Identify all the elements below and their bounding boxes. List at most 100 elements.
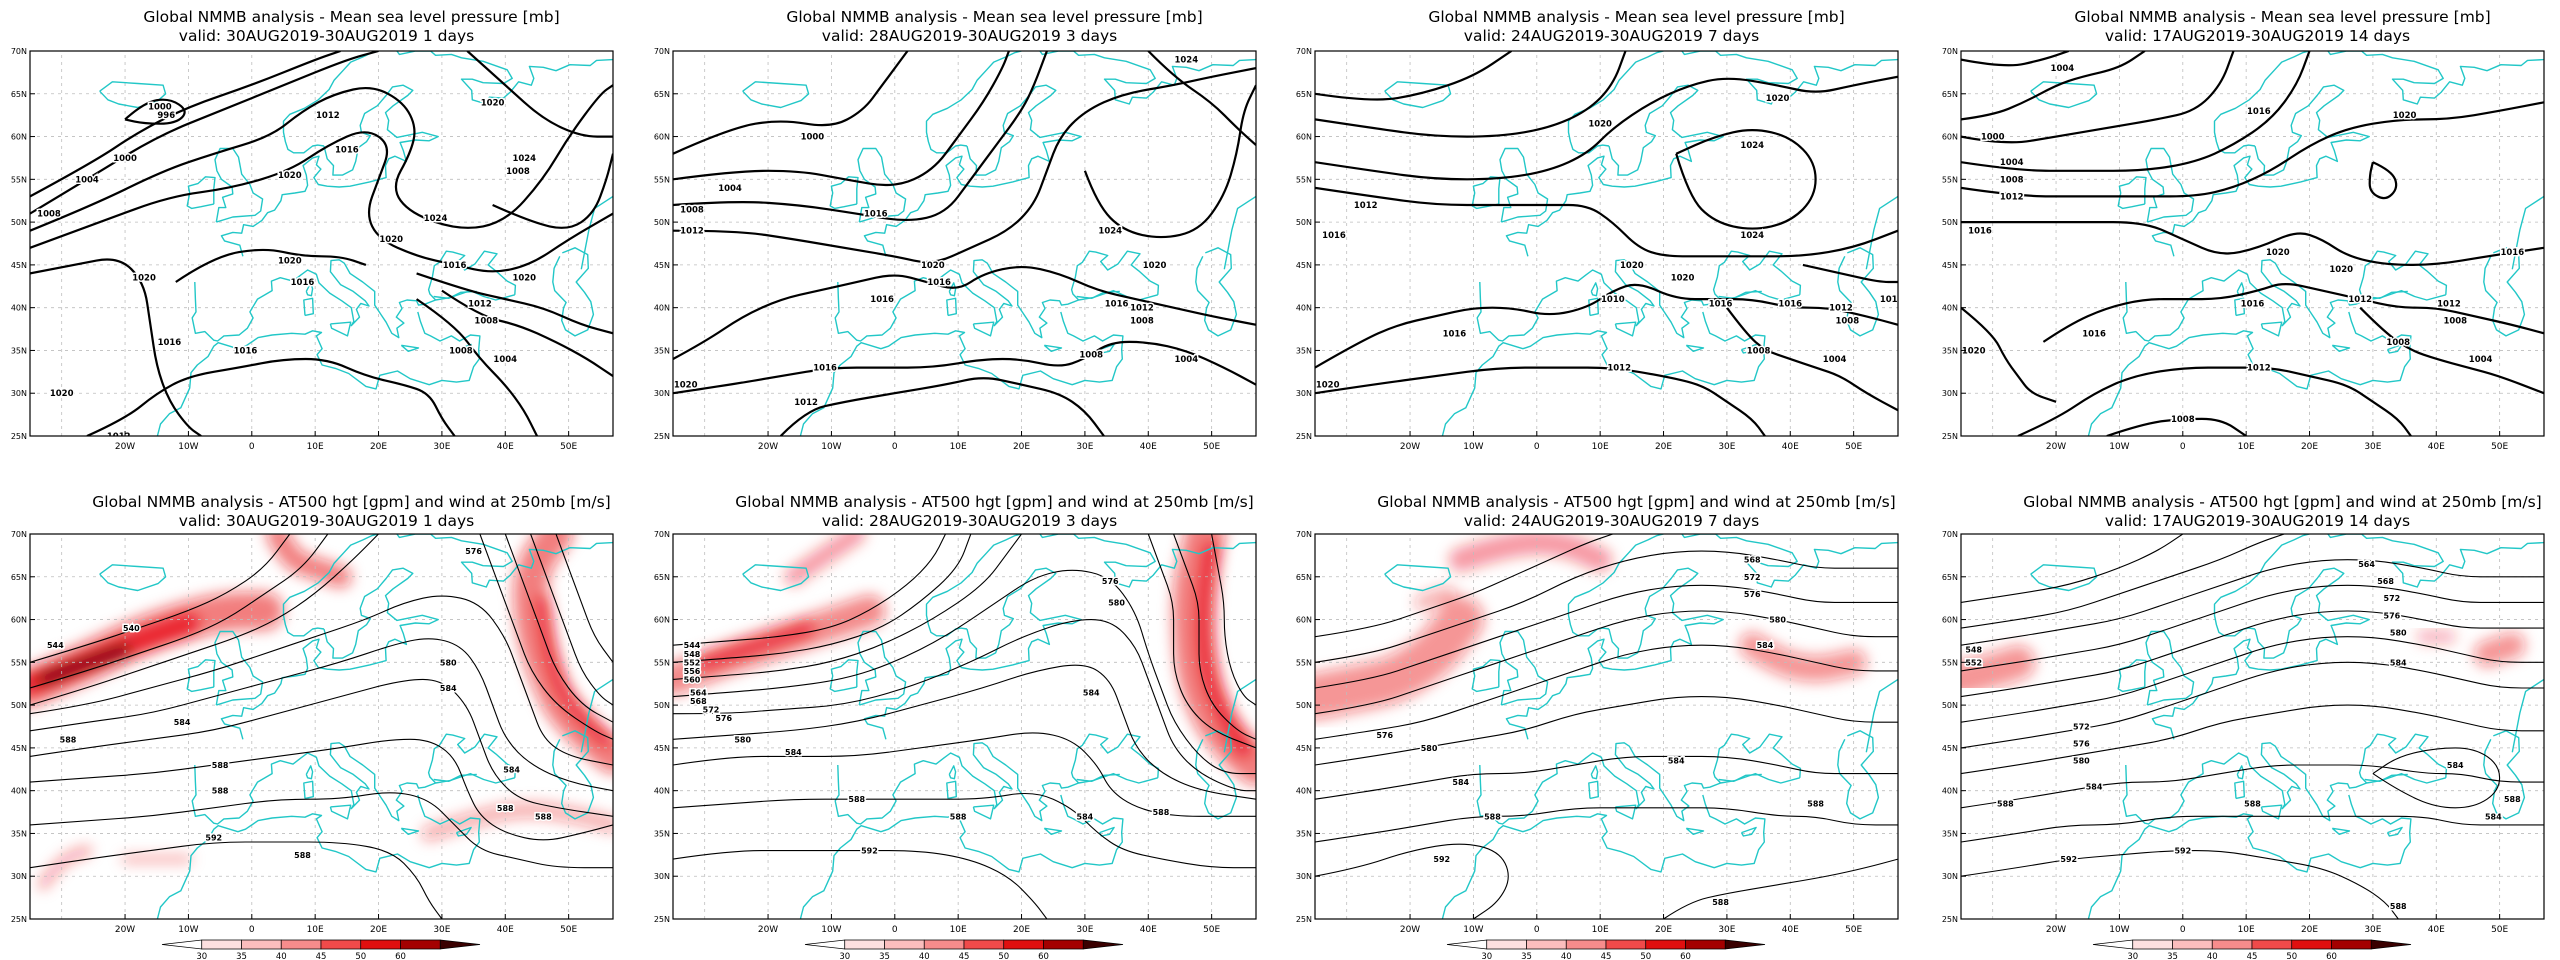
contour-label: 1016 [335,145,359,155]
contour-label: 584 [1083,688,1100,697]
lat-tick-label: 50N [1942,218,1958,227]
coastline [305,765,314,780]
height-contour [30,534,291,663]
contour-label: 588 [1807,800,1824,809]
isobar [673,51,1048,222]
isobars [673,51,1256,436]
contour-label: 1012 [1829,304,1853,314]
lon-tick-label: 40E [1782,442,1799,452]
graticule [1315,534,1898,919]
contour-label: 1008 [37,210,61,220]
coastline [329,804,352,820]
colorbar-segment [360,939,401,950]
jet-core [1414,585,1457,611]
jet-core [784,534,866,586]
coastline [2386,826,2403,837]
height-contour [1961,534,2184,603]
height-contour [673,850,1048,919]
height-contour [530,534,613,706]
contour-label: 584 [440,684,457,693]
coastline [1712,733,1802,784]
lon-tick-label: 10W [2109,442,2129,452]
contour-label: 1010 [1601,295,1625,305]
isobar [673,340,1256,395]
coastline [2331,344,2351,352]
contour-label: 1020 [132,274,156,284]
contour-label: 584 [503,765,520,774]
coastline [1098,826,1115,837]
colorbar-tick-label: 35 [879,952,890,960]
contour-labels: 1000100410081012101610241020102410201016… [673,54,1200,409]
coastline [829,659,859,693]
map-frame [1960,533,2545,920]
contour-label: 1016 [234,346,258,356]
height-contour [1961,850,2399,919]
jet-core [421,801,613,842]
lat-tick-label: 70N [1296,530,1312,539]
coastline [99,81,167,109]
lon-tick-label: 50E [1845,442,1862,452]
lon-tick-label: 20W [2046,925,2066,935]
lat-tick-label: 35N [1296,346,1312,355]
graticule [30,534,613,919]
coastline-layer [742,534,1256,919]
graticule [673,534,1256,919]
coastline [742,564,810,592]
axis-labels: 20W 10W 0 10E 20E 30E 40E 50E 70N 65N 60N 55N 50N 45N… [1942,47,2509,452]
jet-core [1961,645,2035,697]
jet-core [513,534,613,774]
contour-label: 576 [715,714,732,723]
contour-label: 1016 [443,261,467,271]
panel-title: Global NMMB analysis - AT500 hgt [gpm] a… [735,493,1253,511]
contour-label: 1016 [1880,295,1904,305]
coastline-layer [2030,51,2544,436]
height-contours [1961,534,2544,919]
contour-labels: 5445485525565605645685725765805845765805… [682,576,1171,858]
coastline [834,742,1158,825]
lon-tick-label: 20W [758,925,778,935]
contour-label: 572 [703,705,720,714]
coastline [2117,659,2147,693]
coastline [1505,567,1724,740]
lon-tick-label: 0 [1534,442,1540,452]
coastline [214,147,264,223]
lon-tick-label: 50E [560,925,577,935]
lat-tick-label: 65N [654,573,670,582]
contour-label: 1012 [680,227,704,237]
height-contour [673,534,1022,680]
coastline [282,534,379,637]
coastline [948,765,957,780]
contour-label: 1016 [864,210,888,220]
coastline [2327,51,2544,105]
colorbar-segment [1446,939,1488,950]
lat-tick-label: 45N [654,261,670,270]
coastline [2364,290,2408,299]
isobar [1675,129,1817,230]
contour-label: 588 [848,795,865,804]
contour-label: 1016 [2500,248,2524,258]
height-contour [30,678,613,817]
colorbar-segment [963,939,1005,950]
height-contour [1315,807,1898,843]
map-area: 1012 1016 1020 1020 1024 1024 1020 1020 1016 1016… [1315,51,1904,436]
contour-label: 1016 [291,278,315,288]
height-contour [673,534,972,663]
coastline [552,730,595,820]
isobar [673,67,1256,264]
lat-tick-label: 30N [1942,872,1958,881]
lat-tick-label: 45N [1942,261,1958,270]
coastline [1441,311,1766,436]
coastline [2030,564,2098,592]
lon-tick-label: 30E [433,925,450,935]
contour-label: 576 [2073,740,2090,749]
contour-labels: 540 544 576 580 584 584 588 588 588 592 588 584 588 5… [45,546,553,862]
isobar [1315,51,1513,101]
contour-label: 1020 [2393,111,2417,121]
contour-label: 1012 [794,398,818,408]
colorbar-tick-label: 50 [998,952,1009,960]
contour-label: 576 [2384,611,2401,620]
coastline [925,51,1022,154]
lat-tick-label: 55N [1296,658,1312,667]
colorbar-tick-label: 40 [2207,952,2218,960]
